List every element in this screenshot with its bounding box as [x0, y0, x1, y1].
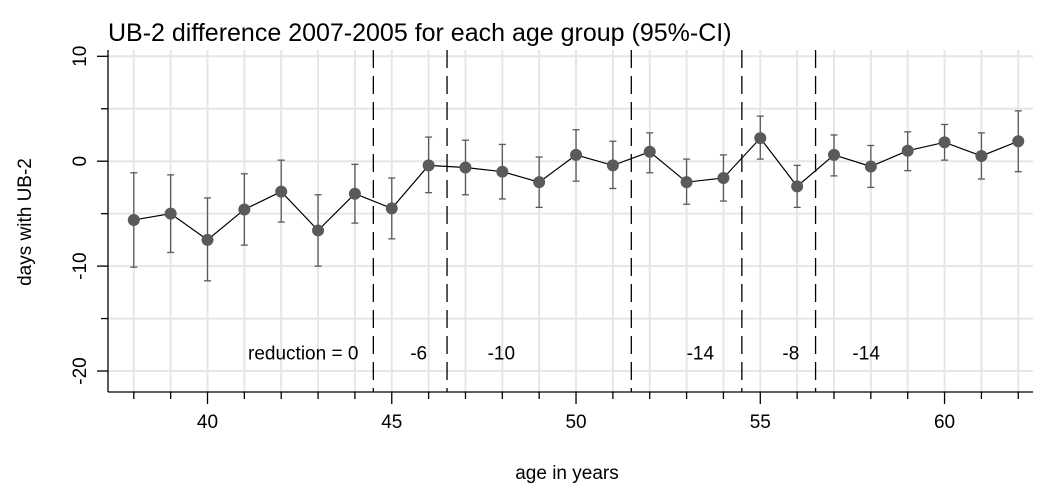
- data-point: [348, 187, 361, 200]
- y-axis-label: days with UB-2: [15, 158, 36, 286]
- data-point: [938, 136, 951, 149]
- chart-title: UB-2 difference 2007-2005 for each age g…: [108, 19, 732, 47]
- x-tick-label: 50: [565, 412, 586, 433]
- data-point: [827, 148, 840, 161]
- data-point: [754, 132, 767, 145]
- x-tick-label: 55: [750, 412, 771, 433]
- data-point: [201, 233, 214, 246]
- x-tick-label: 40: [197, 412, 218, 433]
- data-point: [975, 149, 988, 162]
- data-point: [275, 185, 288, 198]
- data-point: [570, 148, 583, 161]
- data-point: [533, 176, 546, 189]
- data-point: [385, 202, 398, 215]
- annotation-label: -14: [852, 343, 880, 364]
- data-point: [1012, 135, 1025, 148]
- annotation-label: -6: [410, 343, 427, 364]
- data-point: [164, 207, 177, 220]
- annotation-label: -10: [488, 343, 515, 364]
- y-tick-label: -20: [70, 357, 91, 384]
- data-point: [238, 203, 251, 216]
- x-axis-label: age in years: [515, 463, 619, 484]
- data-point: [901, 144, 914, 157]
- annotation-label: reduction = 0: [248, 343, 358, 364]
- data-point: [643, 145, 656, 158]
- data-point: [717, 171, 730, 184]
- annotation-label: -14: [687, 343, 715, 364]
- data-point: [864, 160, 877, 173]
- x-tick-label: 45: [381, 412, 402, 433]
- data-point: [312, 224, 325, 237]
- annotation-label: -8: [782, 343, 799, 364]
- data-point: [459, 161, 472, 174]
- annotations: reduction = 0 -6 -10 -14 -8 -14: [248, 343, 880, 364]
- y-tick-label: 0: [70, 156, 91, 167]
- dashed-vlines: [372, 50, 817, 392]
- data-point: [127, 213, 140, 226]
- data-point: [496, 165, 509, 178]
- data-point: [606, 159, 619, 172]
- grid-layer: [108, 50, 1033, 392]
- data-point: [422, 159, 435, 172]
- data-point: [791, 180, 804, 193]
- data-layer: [127, 110, 1025, 282]
- data-point: [680, 176, 693, 189]
- x-tick-label: 60: [934, 412, 955, 433]
- axes: 40 45 50 55 60 -20 -10 0 10: [70, 46, 1033, 433]
- y-tick-label: 10: [70, 46, 91, 67]
- y-tick-label: -10: [70, 252, 91, 279]
